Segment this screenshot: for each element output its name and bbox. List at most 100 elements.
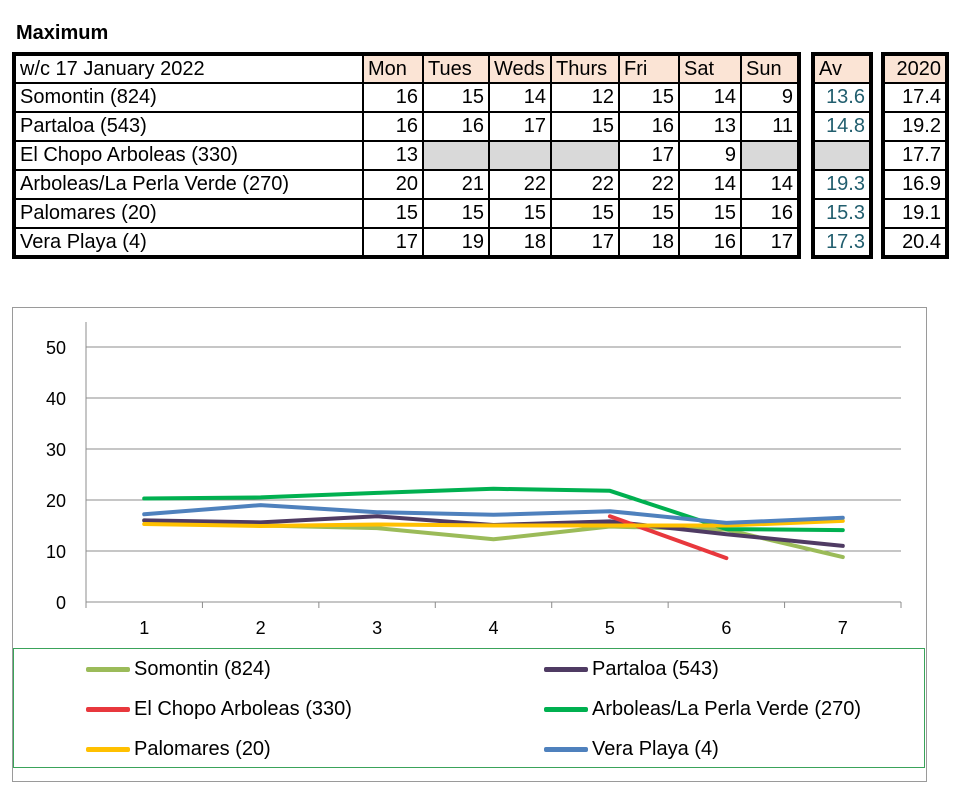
day-value: 15 xyxy=(550,111,620,142)
day-value: 16 xyxy=(678,227,742,259)
day-header: Tues xyxy=(422,52,490,84)
chart-frame: 0 10 20 30 40 50 1 2 3 4 5 6 7 xyxy=(12,307,927,782)
y-tick-label: 50 xyxy=(46,338,66,358)
av-row: 15.3 xyxy=(811,198,873,229)
station-name: Arboleas/La Perla Verde (270) xyxy=(12,169,364,200)
prev-row: 19.2 xyxy=(881,111,949,142)
day-value: 17 xyxy=(550,227,620,259)
x-tick-label: 6 xyxy=(721,618,731,638)
day-value: 22 xyxy=(488,169,552,200)
y-tick-label: 10 xyxy=(46,542,66,562)
station-name: Palomares (20) xyxy=(12,198,364,229)
day-header: Fri xyxy=(618,52,680,84)
average-value: 17.3 xyxy=(811,227,873,259)
legend-swatch xyxy=(544,746,588,752)
day-value: 16 xyxy=(362,111,424,142)
average-value: 14.8 xyxy=(811,111,873,142)
legend-item: Vera Playa (4) xyxy=(544,737,719,761)
day-value xyxy=(550,140,620,171)
week-label: w/c 17 January 2022 xyxy=(12,52,364,84)
series-line xyxy=(142,486,845,533)
day-value: 22 xyxy=(550,169,620,200)
legend-swatch xyxy=(86,746,130,752)
prev-year-value: 19.1 xyxy=(881,198,949,229)
y-tick-label: 0 xyxy=(56,593,66,613)
day-value: 19 xyxy=(422,227,490,259)
legend-swatch xyxy=(86,666,130,672)
prev-header-row: 2020 xyxy=(881,52,949,84)
day-value: 11 xyxy=(740,111,801,142)
x-tick-label: 4 xyxy=(488,618,498,638)
table-title: Maximum xyxy=(16,22,109,44)
legend-item: Somontin (824) xyxy=(86,657,271,681)
day-value: 14 xyxy=(678,169,742,200)
legend-swatch xyxy=(544,706,588,712)
average-value: 13.6 xyxy=(811,82,873,113)
prev-row: 20.4 xyxy=(881,227,949,259)
series-line xyxy=(607,514,729,561)
day-value: 15 xyxy=(362,198,424,229)
av-row: 14.8 xyxy=(811,111,873,142)
station-name: Vera Playa (4) xyxy=(12,227,364,259)
y-tick-label: 20 xyxy=(46,491,66,511)
y-tick-label: 40 xyxy=(46,389,66,409)
day-value: 9 xyxy=(740,82,801,113)
table-row: Somontin (824) 16 15 14 12 15 14 9 xyxy=(12,82,801,113)
prev-row: 17.7 xyxy=(881,140,949,171)
x-tick-label: 7 xyxy=(838,618,848,638)
table-row: Arboleas/La Perla Verde (270) 20 21 22 22 22 1… xyxy=(12,169,801,200)
day-value: 22 xyxy=(618,169,680,200)
station-name: Partaloa (543) xyxy=(12,111,364,142)
day-value: 15 xyxy=(618,198,680,229)
legend-item: Arboleas/La Perla Verde (270) xyxy=(544,697,861,721)
prev-year-value: 17.7 xyxy=(881,140,949,171)
day-value: 9 xyxy=(678,140,742,171)
legend-label: Arboleas/La Perla Verde (270) xyxy=(592,697,862,720)
average-value: 19.3 xyxy=(811,169,873,200)
prev-header: 2020 xyxy=(881,52,949,84)
prev-year-value: 20.4 xyxy=(881,227,949,259)
prev-year-value: 19.2 xyxy=(881,111,949,142)
day-header: Weds xyxy=(488,52,552,84)
day-header: Sat xyxy=(678,52,742,84)
prev-row: 16.9 xyxy=(881,169,949,200)
day-value: 20 xyxy=(362,169,424,200)
day-value: 15 xyxy=(678,198,742,229)
prev-year-value: 16.9 xyxy=(881,169,949,200)
table-row: El Chopo Arboleas (330) 13 17 9 xyxy=(12,140,801,171)
legend-label: Partaloa (543) xyxy=(592,657,719,680)
day-value: 15 xyxy=(488,198,552,229)
day-value: 15 xyxy=(618,82,680,113)
average-value: 15.3 xyxy=(811,198,873,229)
day-value: 16 xyxy=(740,198,801,229)
prev-row: 17.4 xyxy=(881,82,949,113)
station-name: El Chopo Arboleas (330) xyxy=(12,140,364,171)
av-row: 17.3 xyxy=(811,227,873,259)
day-value: 13 xyxy=(362,140,424,171)
series-line xyxy=(142,518,845,528)
x-tick-label: 2 xyxy=(256,618,266,638)
day-value: 17 xyxy=(618,140,680,171)
av-row: 19.3 xyxy=(811,169,873,200)
day-value: 15 xyxy=(422,82,490,113)
table-row: Vera Playa (4) 17 19 18 17 18 16 17 xyxy=(12,227,801,259)
day-value: 16 xyxy=(422,111,490,142)
legend-swatch xyxy=(544,666,588,672)
series-line xyxy=(142,503,845,525)
x-tick-label: 5 xyxy=(605,618,615,638)
av-row: 13.6 xyxy=(811,82,873,113)
day-value: 16 xyxy=(362,82,424,113)
day-value: 18 xyxy=(618,227,680,259)
day-value: 18 xyxy=(488,227,552,259)
legend-label: Vera Playa (4) xyxy=(592,737,719,760)
max-temp-table: w/c 17 January 2022 Mon Tues Weds Thurs Fri Sa… xyxy=(12,52,801,259)
legend-swatch xyxy=(86,706,130,712)
table-row: Partaloa (543) 16 16 17 15 16 13 11 xyxy=(12,111,801,142)
average-value xyxy=(811,140,873,171)
legend-item: Palomares (20) xyxy=(86,737,271,761)
day-value xyxy=(740,140,801,171)
day-header: Thurs xyxy=(550,52,620,84)
average-table: Av 13.6 14.8 19.3 15.3 17.3 xyxy=(811,52,873,259)
day-value xyxy=(488,140,552,171)
x-tick-label: 3 xyxy=(372,618,382,638)
